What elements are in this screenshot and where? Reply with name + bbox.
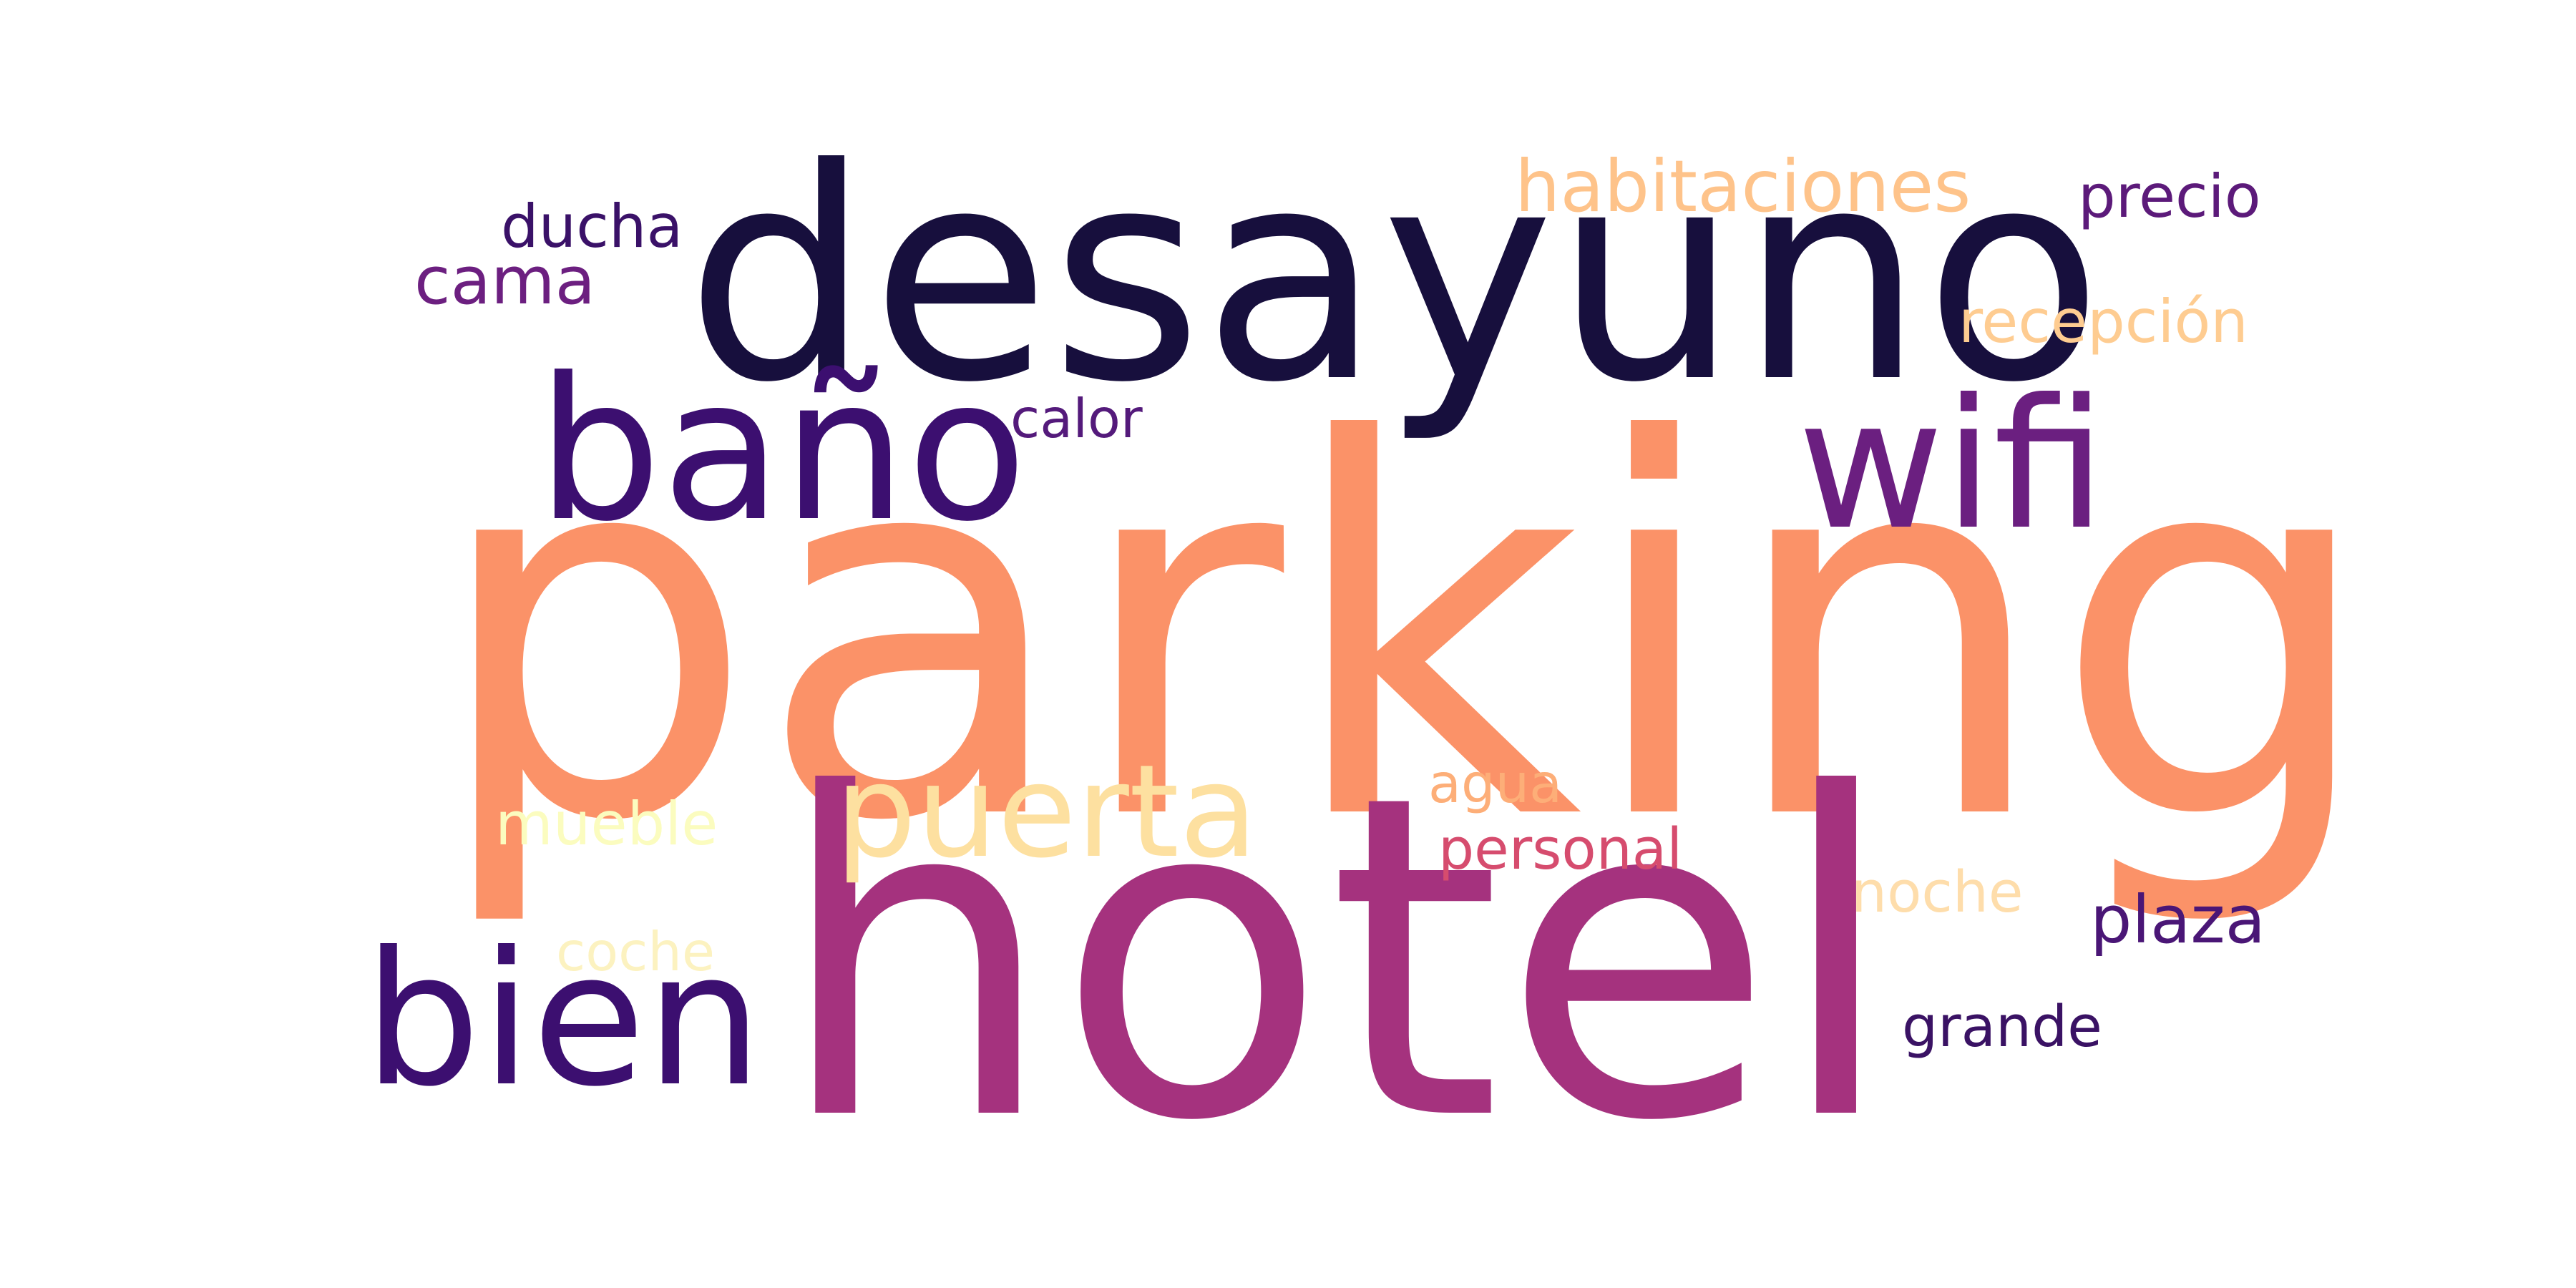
word-bano: baño	[537, 336, 1028, 565]
word-agua: agua	[1428, 752, 1563, 815]
word-plaza: plaza	[2090, 882, 2266, 958]
word-precio: precio	[2078, 162, 2261, 231]
word-hotel: hotel	[775, 702, 1898, 1218]
word-wifi: wifi	[1797, 361, 2107, 569]
word-calor: calor	[1010, 387, 1143, 450]
word-mueble: mueble	[495, 789, 718, 859]
word-parking: parking	[429, 333, 2379, 933]
word-coche: coche	[556, 920, 716, 983]
word-ducha: ducha	[501, 192, 683, 261]
word-noche: noche	[1851, 859, 2024, 925]
word-cama: cama	[414, 243, 595, 319]
word-habitaciones: habitaciones	[1515, 145, 1971, 228]
word-grande: grande	[1902, 994, 2102, 1060]
word-personal: personal	[1438, 816, 1683, 882]
word-bien: bien	[364, 912, 763, 1127]
word-desayuno: desayuno	[686, 107, 2103, 447]
word-recepcion: recepción	[1958, 287, 2248, 356]
word-puerta: puerta	[835, 738, 1258, 887]
